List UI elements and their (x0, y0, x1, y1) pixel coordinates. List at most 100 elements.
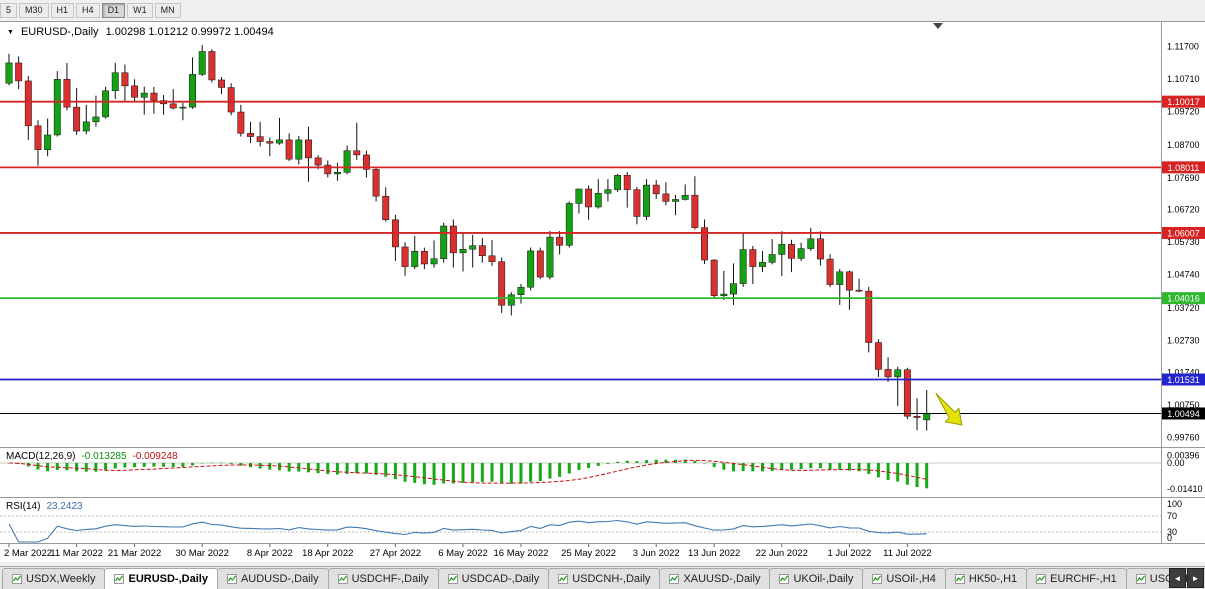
tab-hk50-h1[interactable]: HK50-,H1 (944, 568, 1028, 589)
chart-tabs: USDX,Weekly EURUSD-,Daily AUDUSD-,Daily USD… (2, 568, 1205, 589)
macd-bar (152, 463, 156, 467)
macd-bar (625, 460, 629, 463)
candle-body (826, 258, 834, 285)
candle-body (15, 62, 23, 82)
macd-bar (345, 463, 349, 474)
tab-label: UKOil-,Daily (793, 573, 854, 585)
chart-selector-icon[interactable]: ▼ (7, 28, 14, 36)
macd-bar (123, 463, 127, 468)
time-axis-label: 11 Jul 2022 (883, 548, 931, 559)
macd-bar (616, 461, 620, 463)
macd-bar (142, 463, 146, 467)
timeframe-button-D1[interactable]: D1 (101, 3, 126, 18)
tab-label: XAUUSD-,Daily (683, 573, 761, 585)
chart-canvas[interactable]: 1.11700 1.10710 1.09720 1.08700 1.07690 1.067… (0, 22, 1205, 562)
candle-body (362, 154, 370, 170)
time-axis-label: 6 May 2022 (438, 548, 488, 559)
candle-body (333, 172, 341, 175)
chart-svg[interactable]: 1.11700 1.10710 1.09720 1.08700 1.07690 1.067… (0, 22, 1205, 562)
macd-bar (635, 461, 639, 463)
candle-body (662, 193, 670, 202)
rsi-label: RSI(14) (6, 501, 41, 512)
candle-body (314, 157, 322, 166)
candle-body (140, 92, 148, 98)
candle-body (710, 259, 718, 296)
tab-eurchf-h1[interactable]: EURCHF-,H1 (1026, 568, 1127, 589)
macd-bar (703, 463, 707, 464)
macd-bar (413, 463, 417, 483)
candle-body (411, 250, 419, 267)
candle-body (739, 249, 747, 284)
macd-bar (75, 463, 79, 472)
tab-usoil-h4[interactable]: USOil-,H4 (862, 568, 946, 589)
tab-usdx-weekly[interactable]: USDX,Weekly (2, 568, 106, 589)
macd-bar (210, 462, 214, 464)
timeframe-button-MN[interactable]: MN (154, 3, 181, 18)
candle-body (807, 238, 815, 249)
candle-body (478, 245, 486, 257)
time-axis-label: 30 Mar 2022 (176, 548, 229, 559)
macd-bar (181, 463, 185, 467)
macd-bar (780, 463, 784, 470)
macd-bar (220, 462, 224, 464)
candle-body (913, 415, 921, 418)
macd-bar (799, 463, 803, 470)
time-axis-label: 22 Jun 2022 (756, 548, 808, 559)
tab-usdchf-daily[interactable]: USDCHF-,Daily (327, 568, 439, 589)
price-axis-label: 1.07690 (1167, 173, 1200, 183)
tab-scroll-left-icon[interactable]: ◄ (1169, 568, 1186, 588)
tab-eurusd-daily[interactable]: EURUSD-,Daily (104, 568, 218, 589)
macd-bar (133, 463, 137, 468)
support-line-blue-tag-label: 1.01531 (1167, 375, 1200, 385)
timeframe-button-5[interactable]: 5 (0, 3, 18, 18)
macd-bar (751, 463, 755, 472)
mini-chart-icon (954, 574, 965, 584)
macd-bar (500, 463, 504, 484)
tab-label: USOil-,H4 (886, 573, 936, 585)
rsi-axis-label: 100 (1167, 499, 1182, 509)
mini-chart-icon (114, 574, 125, 584)
macd-bar (915, 463, 919, 487)
sell-arrow-annotation[interactable] (926, 389, 968, 431)
tab-scroll-right-icon[interactable]: ► (1187, 568, 1204, 588)
timeframe-button-M30[interactable]: M30 (19, 3, 49, 18)
tab-audusd-daily[interactable]: AUDUSD-,Daily (216, 568, 329, 589)
macd-bar (828, 463, 832, 470)
macd-bar (113, 463, 117, 469)
timeframe-button-W1[interactable]: W1 (127, 3, 153, 18)
timeframe-button-H4[interactable]: H4 (76, 3, 100, 18)
candle-body (585, 188, 593, 208)
time-axis-label: 13 Jun 2022 (688, 548, 740, 559)
candle-body (865, 290, 873, 343)
macd-bar (36, 463, 40, 470)
time-axis-label: 8 Apr 2022 (247, 548, 293, 559)
price-axis[interactable]: 1.11700 1.10710 1.09720 1.08700 1.07690 1.067… (1167, 42, 1200, 443)
tab-usdcad-daily[interactable]: USDCAD-,Daily (437, 568, 550, 589)
candle-body (169, 103, 177, 109)
candle-body (401, 246, 409, 267)
macd-bar (896, 463, 900, 482)
macd-bar (403, 463, 407, 482)
candle-body (527, 250, 535, 288)
candle-body (295, 139, 303, 160)
price-axis-label: 1.00750 (1167, 400, 1200, 410)
candle-body (778, 244, 786, 255)
macd-bar (867, 463, 871, 475)
tab-ukoil-daily[interactable]: UKOil-,Daily (769, 568, 864, 589)
macd-bar (55, 463, 59, 470)
candle-body (874, 342, 882, 370)
chart-ohlc-values: 1.00298 1.01212 0.99972 1.00494 (105, 26, 274, 38)
tab-xauusd-daily[interactable]: XAUUSD-,Daily (659, 568, 771, 589)
chart-shift-marker-icon[interactable] (933, 23, 943, 29)
tab-label: USDCAD-,Daily (461, 573, 540, 585)
candle-body (150, 92, 158, 101)
macd-bar (364, 463, 368, 474)
price-axis-label: 1.04740 (1167, 269, 1200, 279)
timeframe-button-H1[interactable]: H1 (50, 3, 75, 18)
tab-usdcnh-daily[interactable]: USDCNH-,Daily (548, 568, 661, 589)
macd-bar (732, 463, 735, 472)
resistance-line-1-tag (1162, 95, 1205, 108)
price-axis-label: 1.05730 (1167, 237, 1200, 247)
